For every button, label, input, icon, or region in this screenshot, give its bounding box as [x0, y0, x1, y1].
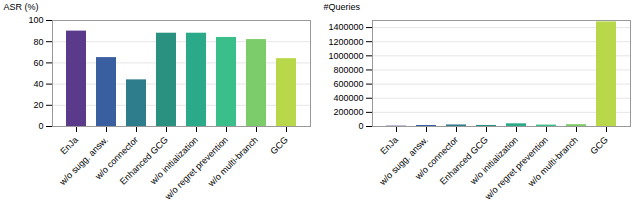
- svg-text:w/o connector: w/o connector: [93, 134, 140, 182]
- svg-text:w/o initialization: w/o initialization: [468, 134, 520, 187]
- svg-text:1000000: 1000000: [328, 51, 363, 61]
- svg-text:w/o initialization: w/o initialization: [148, 134, 200, 187]
- svg-text:80: 80: [33, 37, 43, 47]
- svg-text:800000: 800000: [333, 65, 363, 75]
- svg-text:GCG: GCG: [588, 135, 610, 157]
- svg-text:600000: 600000: [333, 79, 363, 89]
- svg-text:Enhanced GCG: Enhanced GCG: [437, 134, 490, 187]
- svg-text:w/o sugg. answ.: w/o sugg. answ.: [377, 135, 430, 188]
- svg-text:EnJa: EnJa: [58, 135, 80, 157]
- svg-text:60: 60: [33, 58, 43, 68]
- svg-text:w/o connector: w/o connector: [413, 134, 460, 182]
- svg-text:ASR (%): ASR (%): [4, 2, 39, 12]
- svg-text:w/o multi-branch: w/o multi-branch: [525, 135, 579, 189]
- svg-text:40: 40: [33, 79, 43, 89]
- svg-text:EnJa: EnJa: [378, 135, 400, 157]
- svg-text:1200000: 1200000: [328, 37, 363, 47]
- svg-text:Enhanced GCG: Enhanced GCG: [117, 134, 170, 187]
- svg-text:0: 0: [38, 121, 43, 131]
- svg-text:w/o sugg. answ.: w/o sugg. answ.: [57, 135, 110, 188]
- svg-text:0: 0: [358, 121, 363, 131]
- svg-text:#Queries: #Queries: [324, 2, 361, 12]
- svg-text:w/o regret prevention: w/o regret prevention: [163, 134, 230, 202]
- svg-text:400000: 400000: [333, 93, 363, 103]
- svg-text:100: 100: [28, 15, 43, 25]
- svg-text:1400000: 1400000: [328, 22, 363, 32]
- svg-text:20: 20: [33, 100, 43, 110]
- svg-text:GCG: GCG: [268, 135, 290, 157]
- svg-text:w/o regret prevention: w/o regret prevention: [483, 134, 550, 202]
- svg-text:200000: 200000: [333, 107, 363, 117]
- svg-text:w/o multi-branch: w/o multi-branch: [205, 135, 259, 189]
